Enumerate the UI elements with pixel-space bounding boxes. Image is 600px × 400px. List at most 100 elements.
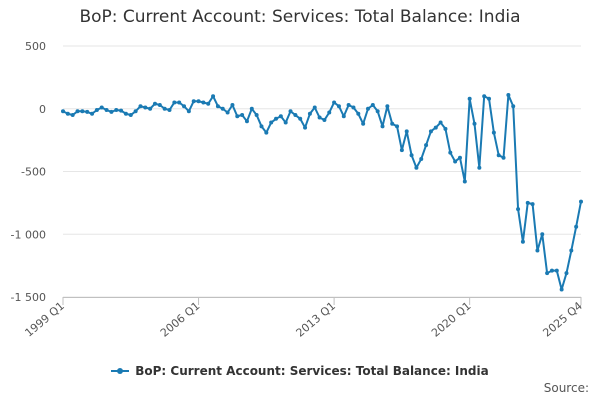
data-point[interactable] (201, 100, 206, 105)
data-point[interactable] (462, 179, 467, 184)
data-point[interactable] (283, 120, 288, 125)
data-point[interactable] (540, 232, 545, 237)
data-point[interactable] (186, 109, 191, 114)
data-point[interactable] (365, 106, 370, 111)
data-point[interactable] (303, 125, 308, 130)
data-point[interactable] (288, 109, 293, 114)
data-point[interactable] (148, 106, 153, 111)
legend[interactable]: BoP: Current Account: Services: Total Ba… (0, 364, 600, 378)
data-point[interactable] (298, 116, 303, 121)
data-point[interactable] (85, 109, 90, 114)
data-point[interactable] (346, 102, 351, 107)
data-point[interactable] (196, 99, 201, 104)
data-point[interactable] (501, 155, 506, 160)
data-point[interactable] (230, 102, 235, 107)
data-point[interactable] (341, 114, 346, 119)
data-point[interactable] (109, 109, 114, 114)
data-point[interactable] (312, 105, 317, 110)
data-point[interactable] (370, 102, 375, 107)
data-point[interactable] (409, 153, 414, 158)
data-point[interactable] (264, 130, 269, 135)
data-point[interactable] (506, 92, 511, 97)
data-point[interactable] (225, 110, 230, 115)
data-point[interactable] (404, 129, 409, 134)
data-point[interactable] (336, 104, 341, 109)
data-point[interactable] (428, 129, 433, 134)
data-point[interactable] (380, 124, 385, 129)
data-point[interactable] (569, 248, 574, 253)
data-point[interactable] (104, 108, 109, 112)
data-point[interactable] (138, 104, 143, 109)
data-point[interactable] (249, 106, 254, 111)
data-point[interactable] (554, 268, 559, 273)
data-point[interactable] (235, 114, 240, 119)
data-point[interactable] (119, 108, 124, 113)
data-point[interactable] (457, 155, 462, 160)
data-point[interactable] (123, 111, 128, 116)
data-point[interactable] (390, 121, 395, 126)
data-point[interactable] (487, 96, 492, 101)
data-point[interactable] (259, 124, 264, 129)
data-point[interactable] (332, 100, 337, 105)
data-point[interactable] (61, 109, 65, 114)
data-point[interactable] (453, 159, 458, 164)
data-point[interactable] (511, 104, 516, 109)
data-point[interactable] (438, 120, 443, 125)
data-point[interactable] (191, 99, 196, 104)
data-point[interactable] (525, 200, 530, 205)
data-point[interactable] (177, 100, 182, 105)
data-point[interactable] (491, 130, 496, 135)
data-point[interactable] (414, 165, 419, 170)
data-point[interactable] (351, 105, 356, 110)
data-point[interactable] (549, 268, 554, 273)
data-point[interactable] (574, 224, 579, 229)
data-point[interactable] (530, 202, 535, 207)
data-point[interactable] (322, 118, 327, 123)
data-point[interactable] (99, 105, 104, 110)
data-point[interactable] (327, 110, 332, 115)
data-point[interactable] (356, 111, 361, 116)
data-point[interactable] (385, 104, 390, 109)
data-point[interactable] (424, 143, 429, 148)
data-point[interactable] (133, 109, 138, 114)
data-point[interactable] (317, 115, 322, 120)
data-point[interactable] (128, 113, 133, 118)
data-point[interactable] (143, 105, 148, 110)
data-point[interactable] (278, 114, 283, 119)
data-point[interactable] (520, 239, 525, 244)
data-point[interactable] (114, 108, 119, 112)
data-point[interactable] (579, 199, 583, 204)
data-point[interactable] (395, 124, 400, 129)
data-point[interactable] (240, 113, 245, 118)
data-point[interactable] (90, 111, 95, 116)
data-point[interactable] (211, 94, 216, 99)
data-point[interactable] (307, 111, 312, 116)
data-point[interactable] (220, 106, 225, 111)
data-point[interactable] (206, 101, 211, 106)
data-point[interactable] (80, 109, 85, 114)
data-point[interactable] (399, 148, 404, 153)
data-point[interactable] (182, 104, 187, 109)
data-point[interactable] (477, 165, 482, 170)
data-point[interactable] (293, 113, 298, 118)
data-point[interactable] (433, 125, 438, 130)
data-point[interactable] (244, 119, 249, 124)
data-point[interactable] (375, 109, 380, 114)
data-point[interactable] (467, 96, 472, 101)
data-point[interactable] (516, 207, 521, 212)
data-point[interactable] (167, 108, 172, 112)
data-point[interactable] (448, 150, 453, 155)
data-point[interactable] (94, 108, 99, 112)
data-point[interactable] (70, 113, 75, 118)
data-point[interactable] (152, 101, 157, 106)
data-point[interactable] (564, 271, 569, 276)
data-point[interactable] (65, 111, 70, 116)
data-point[interactable] (472, 121, 477, 126)
data-point[interactable] (535, 248, 540, 253)
data-point[interactable] (172, 100, 177, 105)
data-point[interactable] (496, 153, 501, 158)
data-point[interactable] (559, 287, 564, 292)
data-point[interactable] (162, 106, 167, 111)
data-point[interactable] (274, 116, 279, 121)
data-point[interactable] (361, 121, 366, 126)
